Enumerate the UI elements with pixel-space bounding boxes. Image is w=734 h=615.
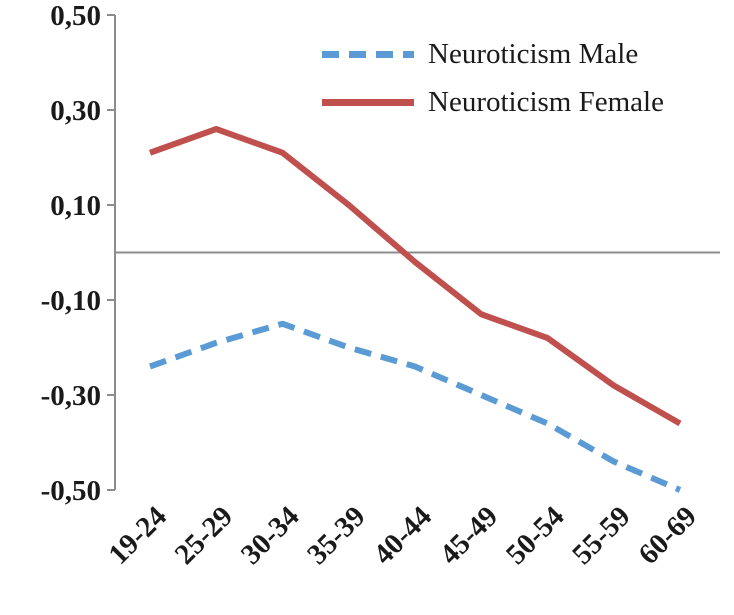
series-line-female <box>148 126 682 427</box>
legend-label-female: Neuroticism Female <box>428 85 664 118</box>
x-tick-label: 40-44 <box>367 500 437 570</box>
female-solid-line-sample <box>322 98 414 106</box>
y-tick-label: -0,30 <box>41 380 101 412</box>
legend: Neuroticism Male Neuroticism Female <box>322 38 664 118</box>
x-tick-label: 55-59 <box>566 500 636 570</box>
x-tick-label: 35-39 <box>301 500 371 570</box>
x-tick-label: 19-24 <box>102 500 172 570</box>
x-tick-label: 30-34 <box>235 500 305 570</box>
x-tick-label: 25-29 <box>169 500 239 570</box>
y-tick-label: -0,50 <box>41 475 101 507</box>
male-dashed-line-sample <box>322 50 414 58</box>
x-tick-label: 50-54 <box>500 500 570 570</box>
y-tick-label: -0,10 <box>41 285 101 317</box>
legend-item-male: Neuroticism Male <box>322 38 664 70</box>
legend-label-male: Neuroticism Male <box>428 37 639 70</box>
x-tick-label: 45-49 <box>434 500 504 570</box>
x-tick-label: 60-69 <box>632 500 702 570</box>
y-tick-label: 0,30 <box>50 95 101 127</box>
series-line-male <box>148 320 682 493</box>
y-tick-label: 0,10 <box>50 190 101 222</box>
legend-item-female: Neuroticism Female <box>322 86 664 118</box>
y-tick-label: 0,50 <box>50 0 101 32</box>
